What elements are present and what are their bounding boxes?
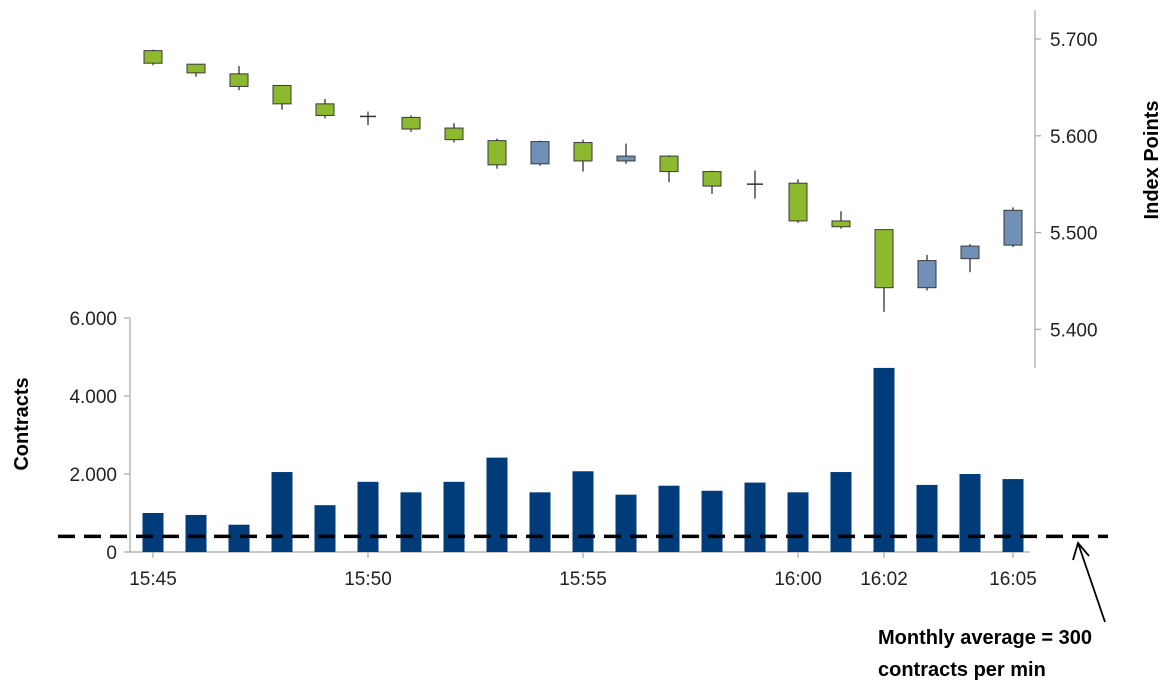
price-axis-title: Index Points	[1141, 101, 1163, 220]
volume-bar	[572, 471, 594, 552]
candle-body	[444, 127, 464, 141]
candle-body	[143, 50, 163, 64]
annotation-arrow-head	[1072, 541, 1090, 561]
price-tick-label: 5.400	[1050, 320, 1098, 341]
volume-bar	[873, 367, 895, 552]
candle-body	[401, 116, 421, 130]
volume-bar	[615, 494, 637, 552]
candle-body	[530, 141, 550, 165]
price-tick-label: 5.600	[1050, 127, 1098, 148]
candle	[616, 143, 636, 164]
volume-bar	[400, 492, 422, 552]
volume-bar	[228, 524, 250, 552]
volume-bar	[271, 472, 293, 552]
candle	[143, 49, 163, 66]
candle-body	[788, 182, 808, 222]
volume-tick-label: 0	[106, 543, 117, 564]
time-tick-label: 15:55	[559, 569, 607, 590]
candle-body	[487, 140, 507, 166]
candle	[659, 155, 679, 183]
candle	[401, 115, 421, 132]
candle	[831, 211, 851, 229]
volume-bar	[787, 492, 809, 552]
candle	[530, 140, 550, 166]
volume-bar	[701, 490, 723, 552]
candlestick-series	[143, 49, 1023, 312]
time-tick-label: 15:50	[344, 569, 392, 590]
time-tick-label: 16:05	[989, 569, 1037, 590]
candle	[229, 66, 249, 91]
price-tick-label: 5.500	[1050, 224, 1098, 245]
candle	[917, 254, 937, 291]
volume-bar	[486, 457, 508, 552]
candle-body	[1003, 209, 1023, 246]
candle	[573, 139, 593, 172]
volume-bar	[185, 514, 207, 552]
volume-bar	[529, 492, 551, 552]
annotation-line-2: contracts per min	[878, 659, 1046, 681]
candle	[315, 99, 335, 119]
time-tick-label: 16:02	[860, 569, 908, 590]
volume-bar	[1002, 479, 1024, 552]
volume-bar	[443, 481, 465, 552]
candle	[1003, 207, 1023, 248]
time-tick-label: 16:00	[774, 569, 822, 590]
volume-bar	[142, 513, 164, 552]
volume-bar	[314, 505, 336, 552]
candle	[444, 123, 464, 143]
candle	[272, 84, 292, 110]
candle-body	[616, 155, 636, 162]
volume-bar	[959, 474, 981, 552]
candle-body	[573, 142, 593, 162]
time-tick-label: 15:45	[129, 569, 177, 590]
volume-bar	[357, 481, 379, 552]
candle	[960, 244, 980, 273]
candle	[487, 138, 507, 169]
candle	[360, 111, 376, 126]
volume-tick-label: 4.000	[69, 387, 117, 408]
price-tick-label: 5.700	[1050, 30, 1098, 51]
volume-bar-series	[142, 367, 1024, 552]
time-tick-labels: 15:45 15:50 15:55 16:00 16:02 16:05	[129, 552, 1037, 590]
candle	[747, 170, 763, 199]
volume-tick-label: 6.000	[69, 309, 117, 330]
volume-bar	[658, 485, 680, 552]
volume-bar	[744, 482, 766, 552]
volume-axis-title: Contracts	[11, 377, 33, 470]
candle-body	[315, 103, 335, 116]
candle-body	[186, 63, 206, 74]
annotation-arrow-line	[1077, 542, 1106, 623]
candle-body	[917, 260, 937, 289]
volume-tick-label: 2.000	[69, 465, 117, 486]
candle-body	[659, 155, 679, 173]
price-axis: 5.400 5.500 5.600 5.700	[1034, 10, 1098, 368]
volume-bar	[916, 484, 938, 552]
candle-body	[702, 171, 722, 187]
candle-body	[874, 229, 894, 289]
candle	[702, 170, 722, 194]
candle	[874, 229, 894, 312]
annotation-line-1: Monthly average = 300	[878, 627, 1092, 649]
candle	[788, 179, 808, 223]
candle-body	[229, 73, 249, 87]
candle	[186, 63, 206, 77]
monthly-average-annotation: Monthly average = 300 contracts per min	[878, 541, 1106, 681]
volume-bar	[830, 472, 852, 552]
candle-body	[831, 220, 851, 228]
candle-body	[272, 84, 292, 105]
candle-body	[960, 245, 980, 260]
